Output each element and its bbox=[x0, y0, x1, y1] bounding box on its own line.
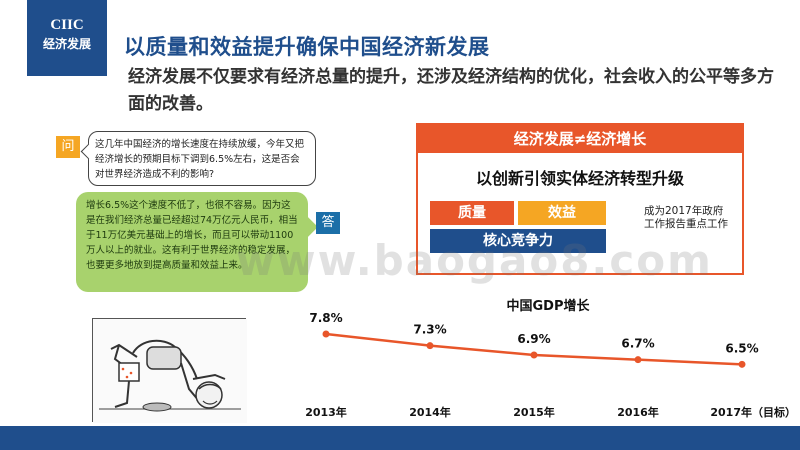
growth-vs-development-panel: 经济发展≠经济增长 以创新引领实体经济转型升级 质量 效益 核心竞争力 成为20… bbox=[416, 123, 744, 275]
gdp-point-3 bbox=[634, 356, 642, 364]
chart-title: 中国GDP增长 bbox=[507, 298, 591, 314]
panel-note: 成为2017年政府工作报告重点工作 bbox=[644, 205, 728, 230]
page-subtitle: 经济发展不仅要求有经济总量的提升，还涉及经济结构的优化，社会收入的公平等多方面的… bbox=[128, 67, 774, 114]
gdp-point-2 bbox=[530, 351, 538, 359]
gdp-data-label-3: 6.7% bbox=[621, 337, 654, 351]
gdp-data-label-1: 7.3% bbox=[413, 323, 446, 337]
gdp-point-0 bbox=[322, 330, 330, 338]
cartoon-figure-icon bbox=[93, 319, 247, 423]
watermark-text: www.baogao8.com bbox=[236, 236, 713, 285]
gdp-growth-chart: 中国GDP增长 7.8% 2013年 7.3% 2014年 6.9% 2015年 6.7% 2… bbox=[305, 298, 796, 419]
panel-subheader: 以创新引领实体经济转型升级 bbox=[475, 169, 684, 188]
gdp-data-label-4: 6.5% bbox=[725, 341, 758, 355]
tag-quality: 质量 bbox=[430, 201, 514, 225]
gdp-data-label-0: 7.8% bbox=[309, 311, 342, 325]
panel-header: 经济发展≠经济增长 bbox=[418, 125, 742, 153]
logo-line-1: CIIC bbox=[50, 17, 84, 33]
brand-logo: CIIC 经济发展 bbox=[27, 0, 107, 76]
question-bubble: 这几年中国经济的增长速度在持续放缓，今年又把经济增长的预期目标下调到6.5%左右… bbox=[88, 131, 316, 186]
gdp-point-1 bbox=[426, 342, 434, 350]
answer-icon: 答 bbox=[316, 212, 340, 234]
x-tick-label-4: 2017年（目标） bbox=[710, 405, 796, 419]
cartoon-image bbox=[92, 318, 247, 423]
tag-core-competitiveness: 核心竞争力 bbox=[430, 229, 606, 253]
x-tick-label-0: 2013年 bbox=[305, 405, 347, 419]
footer-bar bbox=[0, 426, 800, 450]
x-tick-label-2: 2015年 bbox=[513, 405, 555, 419]
logo-line-2: 经济发展 bbox=[42, 37, 91, 51]
page-title: 以质量和效益提升确保中国经济新发展 bbox=[124, 35, 490, 59]
answer-bubble: 增长6.5%这个速度不低了，也很不容易。因为这是在我们经济总量已经超过74万亿元… bbox=[76, 192, 308, 292]
gdp-data-label-2: 6.9% bbox=[517, 332, 550, 346]
x-tick-label-1: 2014年 bbox=[409, 405, 451, 419]
question-icon: 问 bbox=[56, 136, 80, 158]
x-tick-label-3: 2016年 bbox=[617, 405, 659, 419]
tag-benefit: 效益 bbox=[518, 201, 606, 225]
gdp-point-4 bbox=[738, 360, 746, 368]
